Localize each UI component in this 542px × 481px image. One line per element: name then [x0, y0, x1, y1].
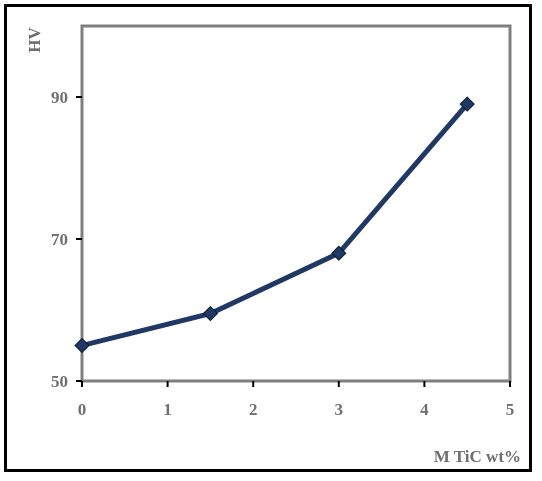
y-axis-title: HV: [25, 27, 44, 53]
series-line: [81, 102, 470, 348]
x-tick-label: 1: [163, 400, 172, 419]
x-tick-label: 5: [506, 400, 515, 419]
x-tick-label: 3: [335, 400, 344, 419]
x-tick-label: 0: [78, 400, 87, 419]
data-point-marker: [459, 96, 475, 112]
plot-area: [80, 24, 512, 383]
y-tick-label: 70: [51, 230, 68, 249]
data-point-marker: [74, 337, 90, 354]
x-tick-label: 2: [249, 400, 258, 419]
chart-frame: [4, 4, 532, 472]
y-tick-label: 50: [51, 372, 68, 391]
y-tick-label: 90: [51, 88, 68, 107]
x-axis-title: M TiC wt%: [434, 447, 521, 466]
data-point-marker: [331, 245, 347, 261]
data-point-marker: [202, 305, 219, 322]
x-tick-label: 4: [420, 400, 429, 419]
